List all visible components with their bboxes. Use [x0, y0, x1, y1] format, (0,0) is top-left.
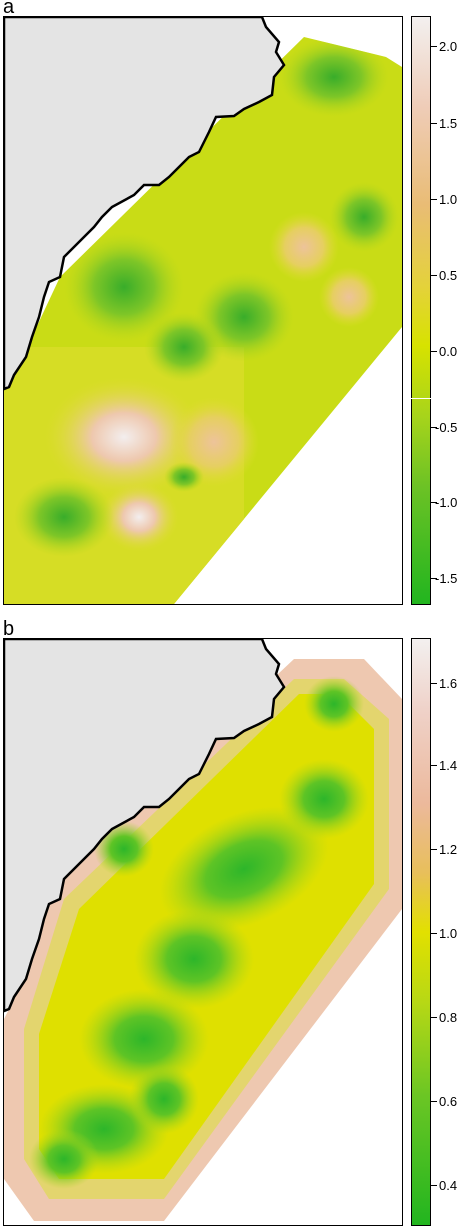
- panel-a-map-svg: [4, 17, 402, 604]
- panel-a-tick-label: 1.5: [439, 116, 458, 131]
- panel-a-tick-label: 0.5: [439, 268, 458, 283]
- panel-b-tick-mark: [431, 1017, 437, 1018]
- panel-b-legend: [411, 638, 431, 1226]
- panel-a-tick-mark: [431, 578, 437, 579]
- panel-b-tick-mark: [431, 849, 437, 850]
- panel-a-land: [4, 17, 286, 391]
- panel-a-tick-label: -1.0: [435, 495, 458, 510]
- panel-a-tick-label: 0.0: [439, 344, 458, 359]
- panel-a-tick-mark: [431, 351, 437, 352]
- panel-a-tick-mark: [431, 502, 437, 503]
- panel-a-legend: [411, 16, 431, 605]
- panel-b-tick-mark: [431, 1185, 437, 1186]
- panel-b-tick-label: 0.6: [439, 1094, 458, 1109]
- panel-a-tick-mark: [431, 123, 437, 124]
- panel-b-tick-label: 1.4: [439, 758, 458, 773]
- panel-b-tick-label: 0.4: [439, 1178, 458, 1193]
- panel-a-legend-marker: [411, 398, 431, 399]
- panel-b-tick-mark: [431, 683, 437, 684]
- panel-a-label: a: [3, 0, 15, 18]
- panel-a-tick-label: -0.5: [435, 420, 458, 435]
- panel-b-tick-mark: [431, 1101, 437, 1102]
- panel-a-tick-mark: [431, 427, 437, 428]
- panel-a-map: [3, 16, 403, 605]
- panel-b-label: b: [3, 618, 15, 640]
- panel-b-tick-mark: [431, 765, 437, 766]
- panel-b-map-svg: [4, 639, 402, 1221]
- panel-a-tick-mark: [431, 275, 437, 276]
- panel-a-tick-label: 2.0: [439, 39, 458, 54]
- panel-b-tick-label: 1.0: [439, 926, 458, 941]
- panel-b-tick-mark: [431, 933, 437, 934]
- panel-a-tick-label: -1.5: [435, 571, 458, 586]
- panel-b-tick-label: 1.2: [439, 842, 458, 857]
- panel-b-tick-label: 0.8: [439, 1010, 458, 1025]
- panel-b-map: [3, 638, 403, 1226]
- panel-a-tick-mark: [431, 199, 437, 200]
- panel-a-tick-mark: [431, 46, 437, 47]
- panel-b-tick-label: 1.6: [439, 676, 458, 691]
- panel-a-tick-label: 1.0: [439, 192, 458, 207]
- panel-b-land: [4, 639, 286, 1013]
